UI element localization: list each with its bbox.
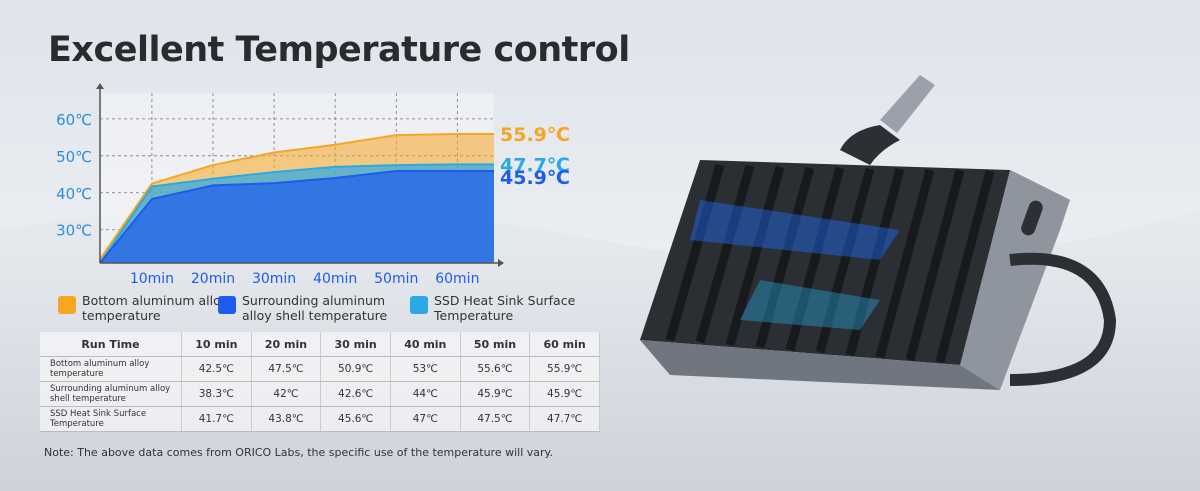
- header-cell: 30 min: [320, 332, 391, 357]
- cell: 55.6℃: [460, 356, 531, 382]
- y-tick-label: 30℃: [56, 222, 92, 240]
- header-cell: 40 min: [390, 332, 461, 357]
- value-label: 45.9℃: [500, 167, 570, 189]
- header-cell: 10 min: [181, 332, 252, 357]
- legend-item: Bottom aluminum alloy temperature: [58, 293, 252, 323]
- cell: 50.9℃: [320, 356, 391, 382]
- note: Note: The above data comes from ORICO La…: [44, 446, 553, 459]
- legend-swatch: [218, 296, 236, 314]
- table-row: Surrounding aluminum alloy shell tempera…: [40, 381, 600, 407]
- table-header: Run Time 10 min 20 min 30 min 40 min 50 min 60…: [40, 332, 600, 357]
- header-cell: 20 min: [251, 332, 322, 357]
- data-table: Run Time 10 min 20 min 30 min 40 min 50 min 60…: [40, 332, 600, 432]
- table-row: Bottom aluminum alloy temperature 42.5℃ 47…: [40, 356, 600, 382]
- y-tick-label: 40℃: [56, 185, 92, 203]
- cell: 45.9℃: [460, 381, 531, 407]
- value-label: 55.9℃: [500, 124, 570, 146]
- row-header: Bottom aluminum alloy temperature: [40, 356, 182, 382]
- cell: 47.5℃: [251, 356, 322, 382]
- x-tick-label: 30min: [252, 271, 296, 287]
- cell: 42.5℃: [181, 356, 252, 382]
- legend-label: Surrounding aluminum alloy shell tempera…: [242, 293, 388, 323]
- cell: 42.6℃: [320, 381, 391, 407]
- row-header: SSD Heat Sink Surface Temperature: [40, 406, 182, 432]
- x-tick-label: 50min: [374, 271, 418, 287]
- x-tick-label: 20min: [191, 271, 235, 287]
- legend-label: Bottom aluminum alloy temperature: [82, 293, 229, 323]
- axis-arrow: [96, 83, 104, 89]
- y-tick-label: 50℃: [56, 148, 92, 166]
- legend-label: SSD Heat Sink Surface Temperature: [434, 293, 576, 323]
- y-tick-label: 60℃: [56, 111, 92, 129]
- cell: 47.5℃: [460, 406, 531, 432]
- row-header: Surrounding aluminum alloy shell tempera…: [40, 381, 182, 407]
- device: [640, 75, 1117, 390]
- x-tick-label: 40min: [313, 271, 357, 287]
- series-line: [99, 169, 494, 264]
- x-tick-label: 60min: [435, 271, 479, 287]
- header-cell: 60 min: [529, 332, 600, 357]
- value-label: 47.7℃: [500, 154, 570, 176]
- cell: 42℃: [251, 381, 322, 407]
- table-row: SSD Heat Sink Surface Temperature 41.7℃ 43…: [40, 406, 600, 432]
- cell: 47.7℃: [529, 406, 600, 432]
- cell: 43.8℃: [251, 406, 322, 432]
- header-cell: Run Time: [40, 332, 182, 357]
- legend-item: Surrounding aluminum alloy shell tempera…: [218, 293, 412, 323]
- legend-swatch: [58, 296, 76, 314]
- cell: 45.6℃: [320, 406, 391, 432]
- series-line: [99, 163, 494, 264]
- cell: 53℃: [390, 356, 461, 382]
- axis-arrow: [498, 259, 504, 267]
- header-cell: 50 min: [460, 332, 531, 357]
- cell: 41.7℃: [181, 406, 252, 432]
- series-line: [99, 133, 494, 260]
- title: Excellent Temperature control: [48, 30, 630, 70]
- cell: 44℃: [390, 381, 461, 407]
- area-fill: [100, 170, 494, 263]
- cell: 47℃: [390, 406, 461, 432]
- legend-swatch: [410, 296, 428, 314]
- x-tick-label: 10min: [130, 271, 174, 287]
- chart: 30℃ 40℃ 50℃ 60℃ 10min 20min 30min 40min 50min 60m…: [56, 83, 570, 287]
- cell: 55.9℃: [529, 356, 600, 382]
- legend-item: SSD Heat Sink Surface Temperature: [410, 293, 604, 323]
- cell: 38.3℃: [181, 381, 252, 407]
- cell: 45.9℃: [529, 381, 600, 407]
